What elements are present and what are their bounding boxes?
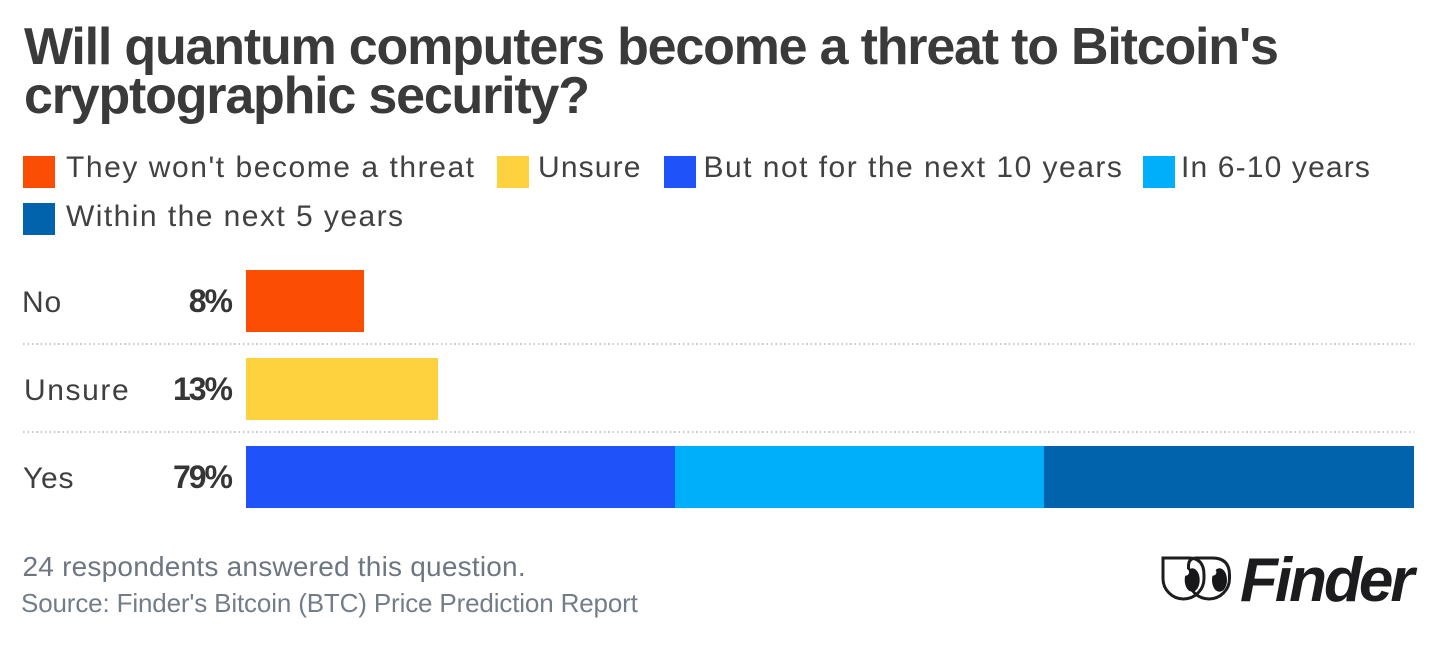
svg-text:Finder: Finder: [1240, 554, 1417, 610]
